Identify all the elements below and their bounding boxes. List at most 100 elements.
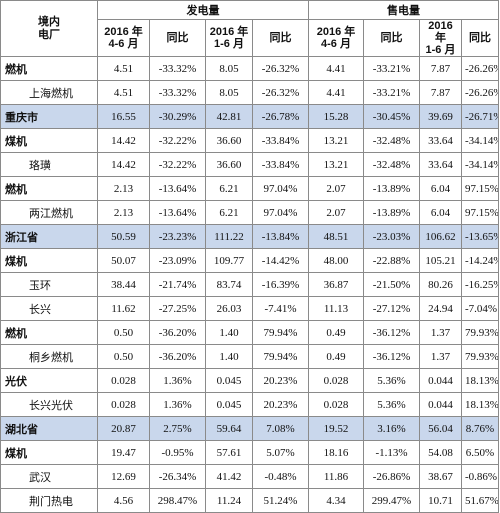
- sale-h1-cell: 106.62: [419, 224, 462, 249]
- gen-q2-header: 2016 年 4-6 月: [97, 19, 150, 57]
- sale-h1-cell: 33.64: [419, 128, 462, 153]
- sale-h1-cell: 38.67: [419, 464, 462, 489]
- gen-h1-yoy-cell: 97.04%: [252, 176, 309, 201]
- gen-q2-cell: 20.87: [97, 416, 150, 441]
- sale-h1-yoy-cell: -26.71%: [461, 104, 499, 129]
- sale-q2-cell: 13.21: [308, 128, 364, 153]
- header-row-groups: 境内 电厂 发电量 售电量: [0, 0, 499, 57]
- sale-h1-cell: 54.08: [419, 440, 462, 465]
- gen-h1-yoy-cell: -13.84%: [252, 224, 309, 249]
- gen-q2-yoy-cell: 298.47%: [149, 488, 206, 513]
- sale-q2-cell: 15.28: [308, 104, 364, 129]
- sale-q2-yoy-header: 同比: [363, 19, 420, 57]
- sale-h1-yoy-cell: 79.93%: [461, 320, 499, 345]
- sale-q2-cell: 2.07: [308, 200, 364, 225]
- gen-h1-cell: 0.045: [205, 368, 253, 393]
- gen-q2-cell: 14.42: [97, 128, 150, 153]
- table-row: 煤机 14.42 -32.22% 36.60 -33.84% 13.21 -32.48% 33…: [0, 128, 499, 153]
- gen-h1-yoy-cell: 79.94%: [252, 344, 309, 369]
- table-row: 两江燃机 2.13 -13.64% 6.21 97.04% 2.07 -13.89% 6.04…: [0, 200, 499, 225]
- gen-q2-yoy-cell: -0.95%: [149, 440, 206, 465]
- sale-h1-yoy-cell: 97.15%: [461, 176, 499, 201]
- sale-q2-cell: 2.07: [308, 176, 364, 201]
- gen-q2-yoy-cell: -13.64%: [149, 176, 206, 201]
- gen-q2-yoy-cell: -33.32%: [149, 56, 206, 81]
- row-name-cell: 桐乡燃机: [0, 344, 98, 369]
- sale-q2-yoy-cell: -32.48%: [363, 152, 420, 177]
- gen-h1-yoy-cell: -7.41%: [252, 296, 309, 321]
- sale-q2-yoy-cell: -27.12%: [363, 296, 420, 321]
- sale-q2-yoy-cell: 3.16%: [363, 416, 420, 441]
- gen-h1-yoy-cell: 7.08%: [252, 416, 309, 441]
- gen-q2-cell: 14.42: [97, 152, 150, 177]
- gen-h1-cell: 111.22: [205, 224, 253, 249]
- gen-h1-yoy-cell: -33.84%: [252, 128, 309, 153]
- row-name-cell: 燃机: [0, 56, 98, 81]
- gen-h1-yoy-cell: 97.04%: [252, 200, 309, 225]
- sale-q2-yoy-cell: -13.89%: [363, 176, 420, 201]
- sale-q2-cell: 0.028: [308, 368, 364, 393]
- sale-h1-yoy-cell: 18.13%: [461, 368, 499, 393]
- table-row: 燃机 0.50 -36.20% 1.40 79.94% 0.49 -36.12% 1.37 79…: [0, 320, 499, 345]
- sale-h1-yoy-cell: -26.26%: [461, 80, 499, 105]
- gen-h1-cell: 59.64: [205, 416, 253, 441]
- gen-q2-cell: 50.59: [97, 224, 150, 249]
- gen-q2-cell: 2.13: [97, 176, 150, 201]
- row-name-cell: 武汉: [0, 464, 98, 489]
- sale-q2-yoy-cell: -36.12%: [363, 344, 420, 369]
- gen-q2-cell: 12.69: [97, 464, 150, 489]
- sale-h1-cell: 1.37: [419, 344, 462, 369]
- sale-h1-yoy-cell: 51.67%: [461, 488, 499, 513]
- gen-q2-yoy-cell: -33.32%: [149, 80, 206, 105]
- row-name-cell: 煤机: [0, 440, 98, 465]
- gen-h1-cell: 1.40: [205, 320, 253, 345]
- table-row: 玉环 38.44 -21.74% 83.74 -16.39% 36.87 -21.50% 80…: [0, 272, 499, 297]
- gen-h1-yoy-cell: 79.94%: [252, 320, 309, 345]
- sale-h1-yoy-cell: 97.15%: [461, 200, 499, 225]
- sale-q2-header: 2016 年 4-6 月: [308, 19, 364, 57]
- gen-h1-yoy-cell: -26.78%: [252, 104, 309, 129]
- row-name-cell: 煤机: [0, 128, 98, 153]
- table-row: 燃机 2.13 -13.64% 6.21 97.04% 2.07 -13.89% 6.04 97…: [0, 176, 499, 201]
- sale-h1-yoy-cell: -0.86%: [461, 464, 499, 489]
- sale-q2-yoy-cell: -30.45%: [363, 104, 420, 129]
- row-name-cell: 长兴: [0, 296, 98, 321]
- sale-q2-cell: 0.49: [308, 320, 364, 345]
- row-name-cell: 上海燃机: [0, 80, 98, 105]
- row-name-cell: 两江燃机: [0, 200, 98, 225]
- gen-q2-yoy-cell: -13.64%: [149, 200, 206, 225]
- gen-q2-yoy-cell: -26.34%: [149, 464, 206, 489]
- sale-q2-yoy-cell: -33.21%: [363, 56, 420, 81]
- sale-h1-cell: 80.26: [419, 272, 462, 297]
- table-body: 燃机 4.51 -33.32% 8.05 -26.32% 4.41 -33.21% 7.87-…: [0, 56, 499, 513]
- gen-q2-cell: 4.56: [97, 488, 150, 513]
- gen-h1-cell: 26.03: [205, 296, 253, 321]
- sale-q2-cell: 0.028: [308, 392, 364, 417]
- row-name-cell: 燃机: [0, 320, 98, 345]
- sale-q2-cell: 0.49: [308, 344, 364, 369]
- gen-q2-cell: 11.62: [97, 296, 150, 321]
- gen-h1-cell: 36.60: [205, 152, 253, 177]
- gen-q2-yoy-cell: -23.09%: [149, 248, 206, 273]
- corner-header: 境内 电厂: [0, 0, 98, 57]
- sale-q2-yoy-cell: -36.12%: [363, 320, 420, 345]
- sale-q2-yoy-cell: -33.21%: [363, 80, 420, 105]
- row-name-cell: 长兴光伏: [0, 392, 98, 417]
- sale-h1-yoy-cell: -13.65%: [461, 224, 499, 249]
- gen-h1-cell: 41.42: [205, 464, 253, 489]
- gen-q2-cell: 2.13: [97, 200, 150, 225]
- gen-h1-cell: 1.40: [205, 344, 253, 369]
- gen-q2-cell: 0.50: [97, 320, 150, 345]
- sale-q2-cell: 48.00: [308, 248, 364, 273]
- gen-h1-cell: 6.21: [205, 176, 253, 201]
- gen-h1-yoy-cell: -26.32%: [252, 80, 309, 105]
- sale-h1-cell: 6.04: [419, 176, 462, 201]
- gen-q2-cell: 0.028: [97, 392, 150, 417]
- sale-q2-yoy-cell: 5.36%: [363, 392, 420, 417]
- gen-q2-yoy-cell: -23.23%: [149, 224, 206, 249]
- table-row: 上海燃机 4.51 -33.32% 8.05 -26.32% 4.41 -33.21% 7.8…: [0, 80, 499, 105]
- gen-q2-cell: 38.44: [97, 272, 150, 297]
- sale-h1-cell: 39.69: [419, 104, 462, 129]
- sale-h1-cell: 105.21: [419, 248, 462, 273]
